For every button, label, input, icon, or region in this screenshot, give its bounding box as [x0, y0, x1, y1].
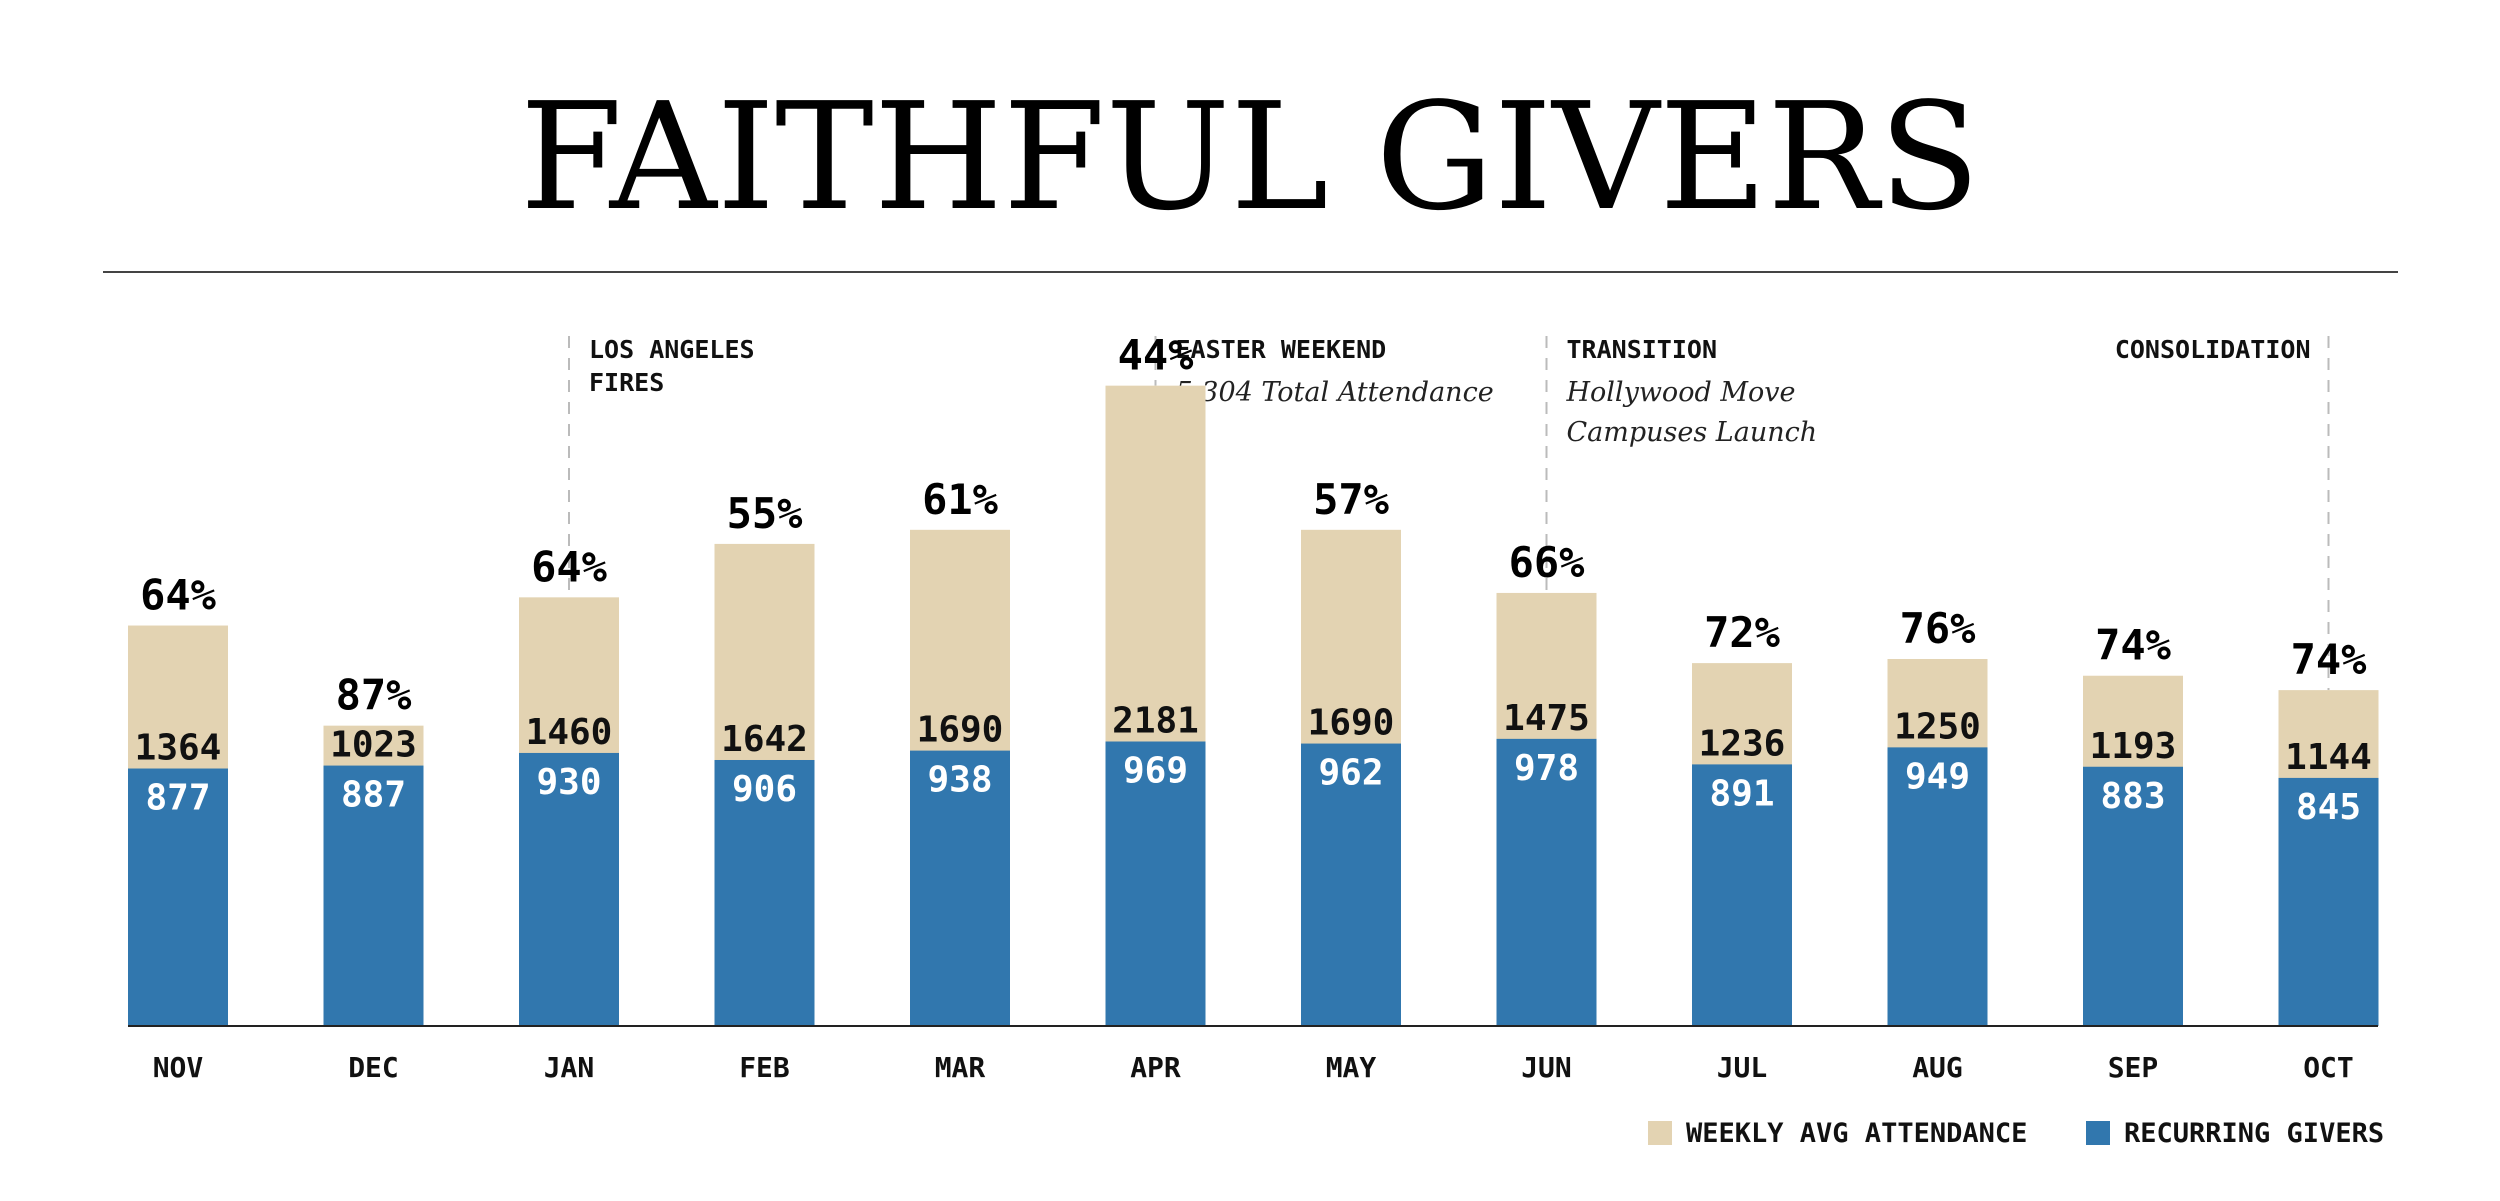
givers-value-jul: 891	[1709, 773, 1774, 814]
attendance-value-mar: 1690	[917, 710, 1004, 751]
legend-swatch-givers	[2086, 1121, 2110, 1145]
percent-label-sep: 74%	[2095, 621, 2171, 670]
givers-value-mar: 938	[927, 760, 992, 801]
percent-label-jan: 64%	[531, 542, 607, 591]
attendance-value-jun: 1475	[1503, 698, 1590, 739]
annotation-title-apr: EASTER WEEKEND	[1176, 335, 1387, 364]
givers-value-jun: 978	[1514, 748, 1579, 789]
percent-label-jul: 72%	[1704, 608, 1780, 657]
percent-label-apr: 44%	[1118, 331, 1194, 380]
givers-bar-oct	[2278, 777, 2379, 1026]
givers-value-feb: 906	[732, 769, 797, 810]
attendance-value-aug: 1250	[1894, 706, 1981, 747]
percent-label-mar: 61%	[922, 475, 998, 524]
givers-bar-nov	[128, 768, 228, 1026]
percent-label-feb: 55%	[727, 489, 803, 538]
attendance-value-jan: 1460	[526, 712, 613, 753]
legend-label-attendance: WEEKLY AVG ATTENDANCE	[1686, 1118, 2027, 1149]
month-label-jan: JAN	[544, 1051, 595, 1084]
month-label-feb: FEB	[739, 1051, 790, 1084]
month-label-may: MAY	[1326, 1051, 1377, 1084]
month-label-sep: SEP	[2108, 1051, 2159, 1084]
percent-label-may: 57%	[1313, 475, 1389, 524]
givers-value-apr: 969	[1123, 751, 1188, 792]
attendance-value-feb: 1642	[721, 719, 808, 760]
annotation-subtitle-jun: Hollywood Move	[1566, 377, 1796, 408]
givers-bar-jul	[1692, 764, 1792, 1026]
month-label-jun: JUN	[1521, 1051, 1572, 1084]
annotation-title-jan: LOS ANGELES	[589, 335, 755, 364]
percent-label-aug: 76%	[1900, 604, 1976, 653]
legend-label-givers: RECURRING GIVERS	[2124, 1118, 2384, 1149]
givers-value-may: 962	[1318, 753, 1383, 794]
givers-value-nov: 877	[145, 778, 210, 819]
percent-label-dec: 87%	[336, 671, 412, 720]
givers-value-dec: 887	[341, 775, 406, 816]
annotations: LOS ANGELES FIRES EASTER WEEKEND 5,304 Tota…	[568, 335, 2330, 691]
annotation-title-jun: TRANSITION	[1567, 335, 1718, 364]
attendance-value-dec: 1023	[330, 725, 417, 766]
givers-bar-jun	[1496, 738, 1597, 1026]
legend-swatch-attendance	[1648, 1121, 1672, 1145]
percent-label-jun: 66%	[1509, 538, 1585, 587]
bars: 1364 877 64% NOV 1023 887 87% DEC 1460 930 64% JAN 1…	[128, 331, 2379, 1084]
month-label-oct: OCT	[2303, 1051, 2354, 1084]
legend: WEEKLY AVG ATTENDANCE RECURRING GIVERS	[1648, 1118, 2384, 1149]
givers-value-jan: 930	[536, 762, 601, 803]
givers-bar-jan	[519, 752, 619, 1026]
attendance-value-nov: 1364	[135, 728, 222, 769]
givers-bar-dec	[323, 765, 424, 1026]
month-label-jul: JUL	[1717, 1051, 1768, 1084]
attendance-value-sep: 1193	[2090, 726, 2177, 767]
percent-label-nov: 64%	[140, 571, 216, 620]
month-label-dec: DEC	[348, 1051, 399, 1084]
annotation-subtitle-jun: Campuses Launch	[1567, 417, 1818, 448]
month-label-apr: APR	[1130, 1051, 1181, 1084]
givers-bar-sep	[2083, 766, 2183, 1026]
givers-value-oct: 845	[2296, 787, 2361, 828]
percent-label-oct: 74%	[2291, 635, 2367, 684]
annotation-title-jan: FIRES	[589, 368, 664, 397]
givers-bar-feb	[714, 759, 815, 1026]
month-label-nov: NOV	[153, 1051, 204, 1084]
annotation-title-oct: CONSOLIDATION	[2115, 335, 2311, 364]
givers-bar-mar	[910, 750, 1010, 1026]
attendance-value-oct: 1144	[2285, 737, 2372, 778]
givers-value-sep: 883	[2100, 776, 2165, 817]
givers-value-aug: 949	[1905, 756, 1970, 797]
month-label-aug: AUG	[1912, 1051, 1963, 1084]
givers-bar-may	[1301, 743, 1401, 1026]
attendance-value-may: 1690	[1308, 703, 1395, 744]
month-label-mar: MAR	[935, 1051, 986, 1084]
attendance-value-apr: 2181	[1112, 701, 1199, 742]
chart-title: FAITHFUL GIVERS	[520, 71, 1980, 243]
attendance-value-jul: 1236	[1699, 723, 1786, 764]
givers-bar-aug	[1887, 747, 1988, 1026]
givers-bar-apr	[1105, 741, 1206, 1026]
annotation-subtitle-apr: 5,304 Total Attendance	[1176, 377, 1494, 408]
